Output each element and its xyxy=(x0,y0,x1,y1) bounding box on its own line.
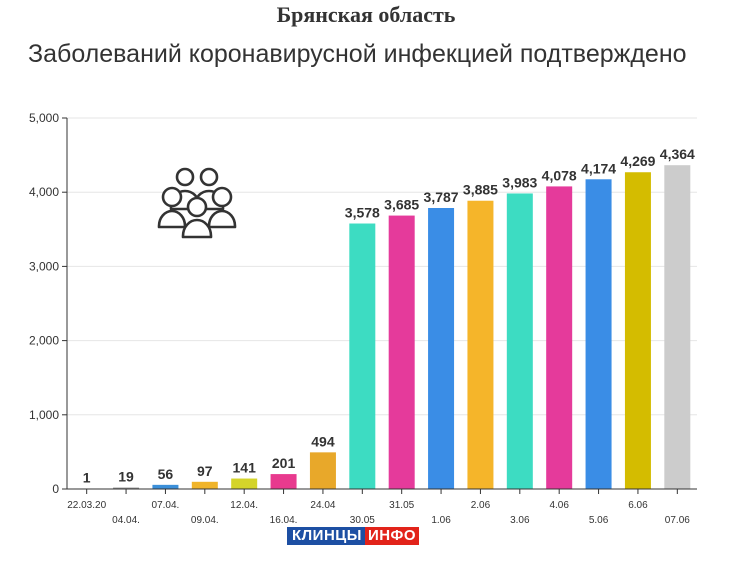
x-tick-label: 5.06 xyxy=(589,515,609,526)
value-labels: 1 19 56 97 141 201 494 3,578 3,685 3,787 3,885 3,98… xyxy=(83,146,695,485)
bar xyxy=(467,200,494,489)
bar xyxy=(624,172,651,489)
bar xyxy=(191,481,218,489)
data-label: 494 xyxy=(311,433,335,449)
logo-part2: ИНФО xyxy=(364,527,420,545)
data-label: 141 xyxy=(233,460,257,476)
data-label: 3,885 xyxy=(463,182,498,198)
data-label: 3,685 xyxy=(384,197,419,213)
x-tick-label: 2.06 xyxy=(471,500,491,511)
y-tick-label: 2,000 xyxy=(29,334,59,348)
bar xyxy=(113,487,140,489)
data-label: 1 xyxy=(83,469,91,485)
x-tick-label: 16.04. xyxy=(270,515,298,526)
logo-part1: КЛИНЦЫ xyxy=(287,527,365,545)
bar xyxy=(270,474,297,489)
x-tick-label: 04.04. xyxy=(112,515,140,526)
bar xyxy=(546,186,573,489)
x-tick-label: 22.03.20 xyxy=(67,500,106,511)
x-tick-label: 24.04 xyxy=(310,500,335,511)
data-label: 4,269 xyxy=(620,153,655,169)
data-label: 19 xyxy=(118,469,134,485)
page-title: Брянская область xyxy=(276,2,456,27)
x-axis: 22.03.20 04.04. 07.04. 09.04. 12.04. 16.04. 24… xyxy=(67,488,697,526)
bar xyxy=(506,193,533,489)
bar xyxy=(585,179,612,490)
x-tick-label: 3.06 xyxy=(510,515,530,526)
y-tick-label: 1,000 xyxy=(29,408,59,422)
chart-subtitle: Заболеваний коронавирусной инфекцией под… xyxy=(28,40,687,68)
data-label: 4,364 xyxy=(660,146,695,162)
data-label: 97 xyxy=(197,463,213,479)
y-tick-label: 5,000 xyxy=(29,111,59,125)
bar xyxy=(152,484,179,489)
bar xyxy=(664,165,691,489)
brand-logo: КЛИНЦЫ ИНФО xyxy=(287,527,420,545)
y-tick-label: 3,000 xyxy=(29,259,59,273)
x-tick-label: 6.06 xyxy=(628,500,648,511)
data-label: 3,983 xyxy=(502,174,537,190)
x-tick-label: 12.04. xyxy=(230,500,258,511)
x-tick-label: 09.04. xyxy=(191,515,219,526)
bars-group xyxy=(73,165,691,490)
x-tick-label: 4.06 xyxy=(549,500,569,511)
data-label: 56 xyxy=(158,466,174,482)
y-axis: 0 1,000 2,000 3,000 4,000 5,000 xyxy=(29,111,68,496)
y-tick-label: 4,000 xyxy=(29,185,59,199)
bar xyxy=(309,452,336,489)
data-label: 3,578 xyxy=(345,205,380,221)
data-label: 3,787 xyxy=(424,189,459,205)
data-label: 201 xyxy=(272,455,296,471)
bar xyxy=(428,208,455,490)
bar xyxy=(349,223,376,490)
data-label: 4,174 xyxy=(581,160,616,176)
data-label: 4,078 xyxy=(542,167,577,183)
people-group-icon xyxy=(157,167,237,239)
x-tick-label: 30.05 xyxy=(350,515,375,526)
x-tick-label: 07.06 xyxy=(665,515,690,526)
bar xyxy=(231,478,258,489)
bar xyxy=(388,215,415,489)
x-tick-label: 1.06 xyxy=(431,515,451,526)
x-tick-label: 07.04. xyxy=(152,500,180,511)
y-tick-label: 0 xyxy=(52,482,59,496)
x-tick-label: 31.05 xyxy=(389,500,414,511)
